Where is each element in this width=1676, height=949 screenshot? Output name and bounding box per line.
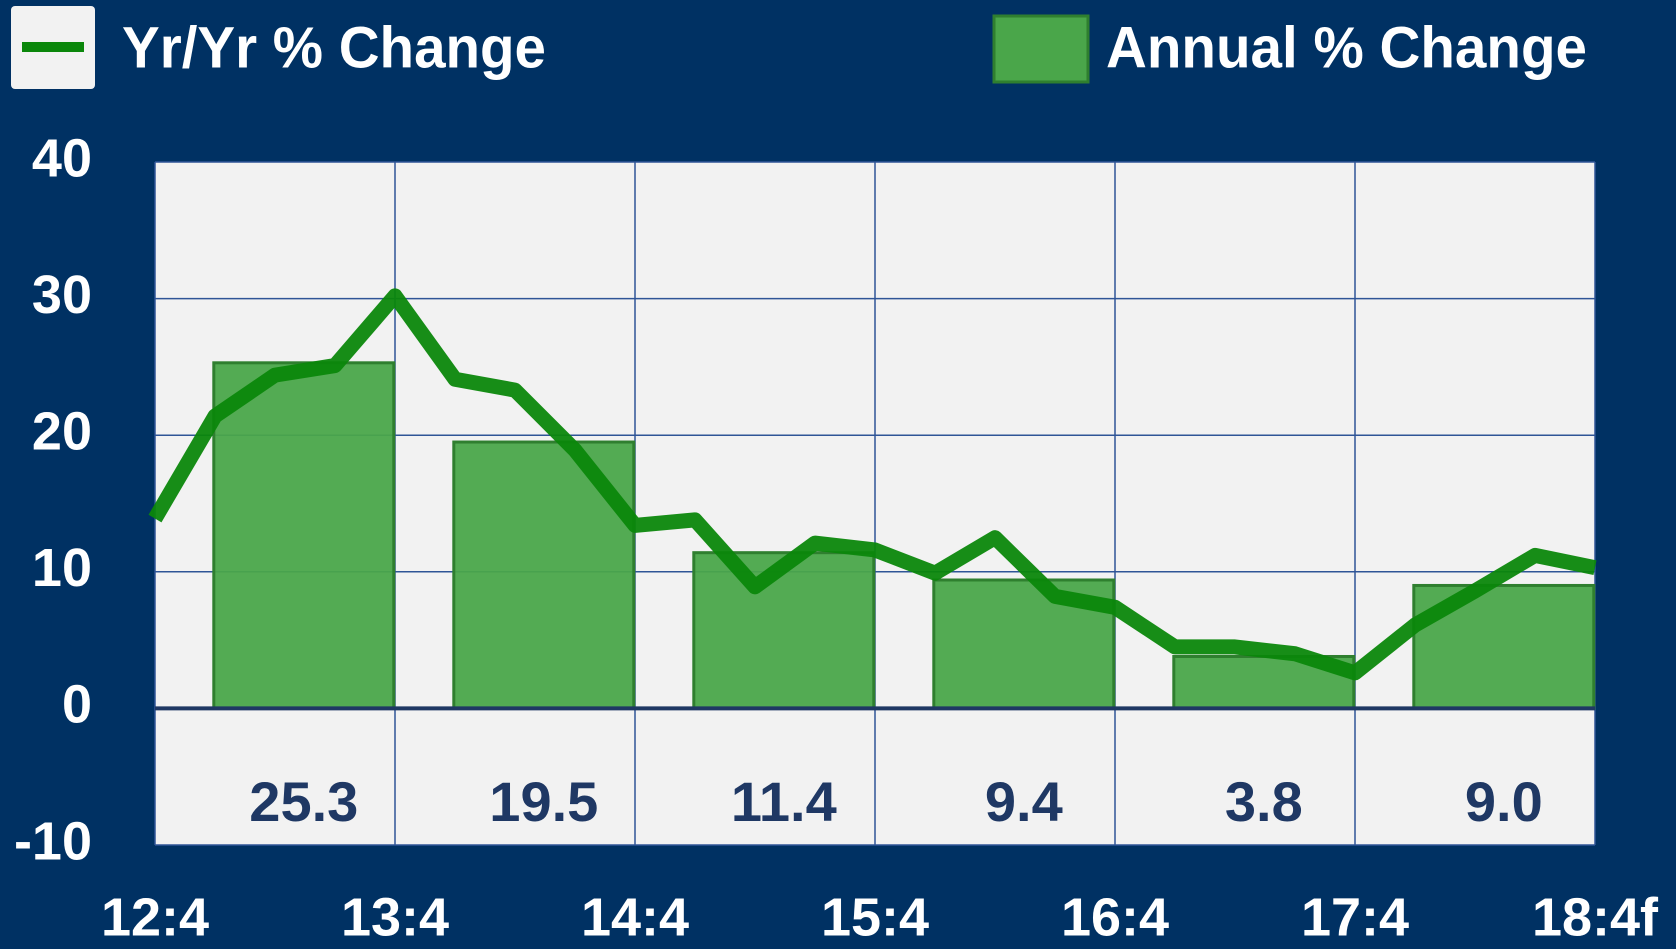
y-tick-label: 30 bbox=[32, 265, 92, 325]
x-tick-label: 14:4 bbox=[581, 887, 689, 947]
y-tick-label: 40 bbox=[32, 128, 92, 188]
bar-value-label: 19.5 bbox=[489, 770, 598, 833]
bar-value-label: 9.0 bbox=[1465, 770, 1543, 833]
x-tick-label: 16:4 bbox=[1061, 887, 1169, 947]
bar-value-label: 3.8 bbox=[1225, 770, 1303, 833]
x-tick-label: 17:4 bbox=[1301, 887, 1409, 947]
legend-label: Annual % Change bbox=[1106, 15, 1587, 80]
x-tick-label: 15:4 bbox=[821, 887, 929, 947]
x-tick-label: 18:4f bbox=[1532, 887, 1659, 947]
y-tick-label: 20 bbox=[32, 401, 92, 461]
y-tick-label: 0 bbox=[62, 675, 92, 735]
line-series bbox=[148, 288, 1597, 681]
y-tick-label: 10 bbox=[32, 538, 92, 598]
legend-bar-icon bbox=[992, 14, 1090, 84]
x-tick-label: 13:4 bbox=[341, 887, 449, 947]
y-tick-label: -10 bbox=[14, 811, 92, 871]
bar-value-label: 11.4 bbox=[731, 770, 837, 833]
x-tick-label: 12:4 bbox=[101, 887, 209, 947]
legend-label: Yr/Yr % Change bbox=[122, 15, 546, 80]
bar bbox=[692, 551, 876, 710]
bar bbox=[212, 361, 396, 710]
bar-value-label: 25.3 bbox=[249, 770, 358, 833]
bar-value-label: 9.4 bbox=[985, 770, 1063, 833]
